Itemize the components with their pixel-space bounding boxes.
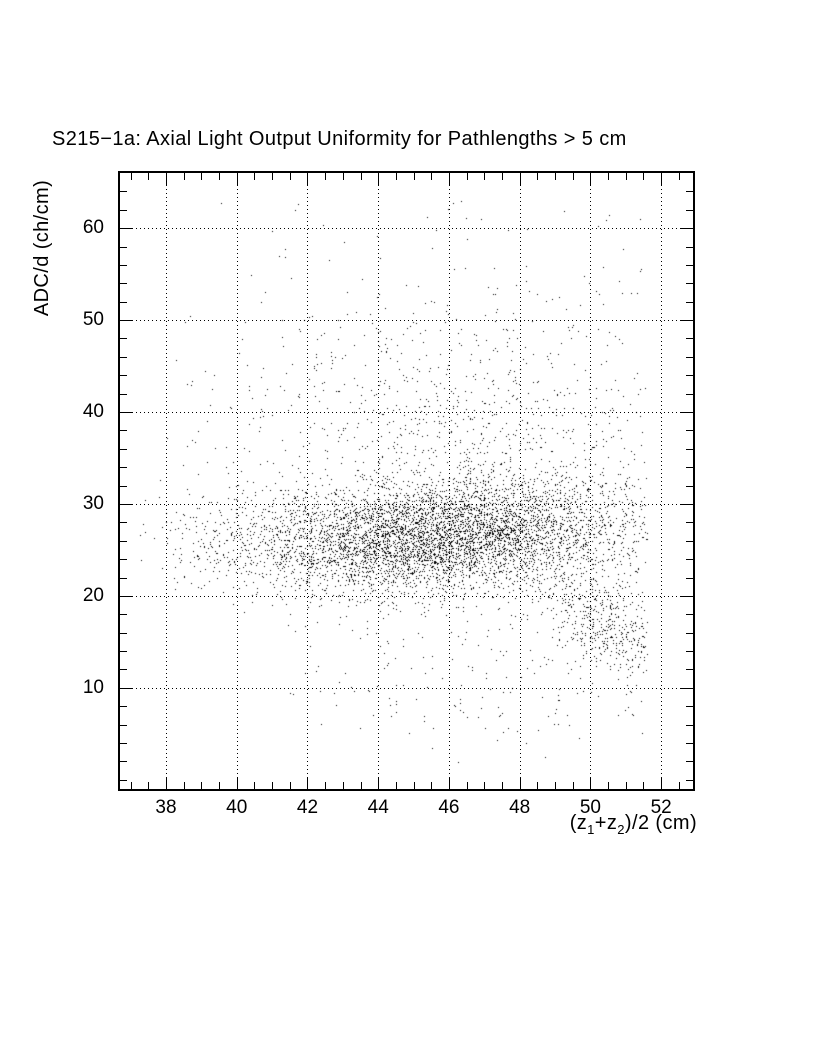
x-tick-label: 42 <box>296 797 319 818</box>
x-axis-title-sub1: 1 <box>587 822 595 837</box>
x-tick-label: 48 <box>509 797 531 818</box>
x-axis-title-pre: (z <box>569 812 588 834</box>
y-tick-label: 20 <box>82 584 104 606</box>
x-tick-label: 52 <box>650 797 672 818</box>
x-tick-label: 46 <box>438 797 460 818</box>
x-tick-label: 50 <box>579 797 601 818</box>
x-tick-label: 38 <box>155 797 177 818</box>
y-tick-label: 60 <box>82 217 104 239</box>
chart-title: S215−1a: Axial Light Output Uniformity f… <box>52 128 627 150</box>
x-axis-title-mid: +z <box>594 812 618 834</box>
x-tick-label: 44 <box>367 797 389 818</box>
x-axis-title: (z1+z2)/2 (cm) <box>397 812 697 837</box>
plot-frame <box>118 171 695 791</box>
y-tick-label: 50 <box>82 309 104 331</box>
y-tick-label: 40 <box>82 401 104 423</box>
x-axis-title-post: )/2 (cm) <box>624 812 697 834</box>
y-tick-label: 10 <box>82 676 104 698</box>
plot-area <box>120 173 693 789</box>
x-axis-title-sub2: 2 <box>617 822 625 837</box>
y-tick-label: 30 <box>82 492 104 514</box>
scatter-points <box>120 173 693 789</box>
x-tick-label: 40 <box>226 797 248 818</box>
